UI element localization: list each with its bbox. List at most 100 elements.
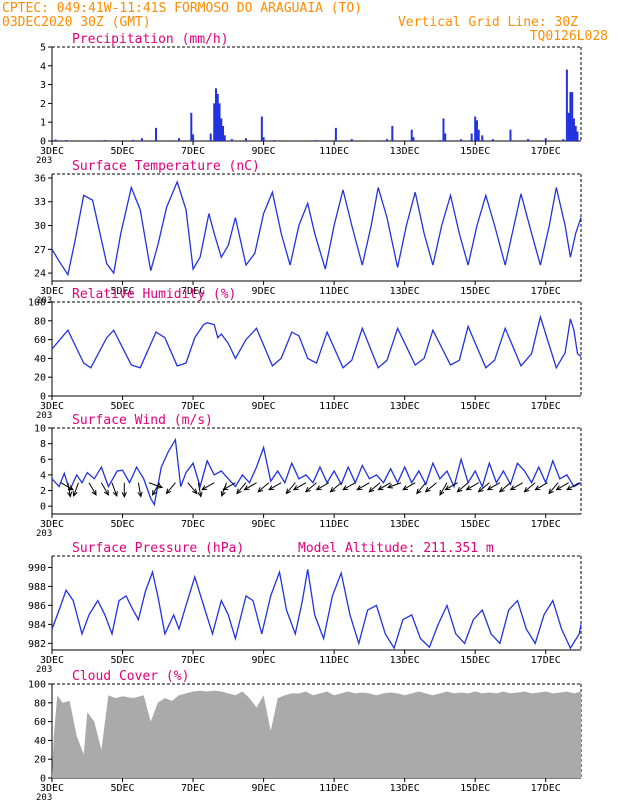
wind-arrow-head bbox=[377, 485, 384, 491]
precip-bar bbox=[216, 94, 219, 141]
precip-bar bbox=[576, 131, 579, 141]
wind-arrow-head bbox=[67, 485, 74, 491]
y-tick-label: 0 bbox=[40, 774, 46, 785]
wind-arrow bbox=[197, 482, 202, 497]
x-tick-label: 5DEC bbox=[110, 519, 134, 530]
wind-arrow-head bbox=[151, 489, 157, 496]
y-tick-label: 33 bbox=[34, 197, 46, 208]
wind-arrow bbox=[305, 482, 317, 493]
precip-bar bbox=[470, 133, 473, 141]
y-tick-label: 1 bbox=[40, 118, 46, 129]
wind-arrow bbox=[387, 482, 402, 488]
wind-arrow-head bbox=[566, 485, 573, 491]
x-tick-label: 9DEC bbox=[252, 519, 276, 530]
precip-bar bbox=[410, 129, 413, 141]
wind-arrow bbox=[510, 482, 524, 491]
wind-arrow bbox=[499, 482, 511, 493]
wind-arrow-head bbox=[548, 488, 554, 495]
precip-bar bbox=[223, 135, 226, 141]
y-tick-label: 990 bbox=[28, 563, 46, 574]
wind-arrow-head bbox=[477, 486, 484, 493]
x-tick-label: 15DEC bbox=[460, 286, 490, 297]
x-tick-label: 11DEC bbox=[319, 286, 349, 297]
x-tick-label: 17DEC bbox=[531, 519, 561, 530]
y-tick-label: 10 bbox=[34, 424, 46, 435]
panel-1: Precipitation (mm/h) 0 1 2 3 4 5 3DEC 5DEC 7DEC 9D… bbox=[36, 32, 582, 166]
precip-bar bbox=[572, 118, 575, 141]
wind-arrow bbox=[368, 482, 381, 493]
header-grid-line: Vertical Grid Line: 30Z bbox=[398, 15, 578, 30]
y-tick-label: 80 bbox=[34, 698, 46, 709]
y-tick-label: 36 bbox=[34, 173, 46, 184]
panels-group: Precipitation (mm/h) 0 1 2 3 4 5 3DEC 5DEC 7DEC 9D… bbox=[28, 32, 582, 800]
precip-bar bbox=[192, 134, 195, 141]
x-tick-label: 13DEC bbox=[390, 401, 420, 412]
wind-arrow bbox=[566, 482, 580, 491]
x-tick-label: 3DEC bbox=[40, 783, 64, 794]
y-tick-label: 0 bbox=[40, 502, 46, 513]
precip-bar bbox=[315, 140, 318, 141]
wind-arrow bbox=[478, 482, 490, 493]
wind-arrow-head bbox=[201, 485, 208, 491]
wind-arrow bbox=[268, 482, 282, 491]
y-tick-label: 984 bbox=[28, 620, 46, 631]
wind-arrow bbox=[257, 482, 270, 493]
wind-arrow-head bbox=[157, 483, 164, 489]
wind-arrow-head bbox=[329, 486, 336, 493]
y-tick-label: 2 bbox=[40, 99, 46, 110]
wind-arrow bbox=[556, 482, 569, 491]
precip-bar bbox=[218, 103, 221, 141]
x-tick-label: 17DEC bbox=[531, 655, 561, 666]
precip-bar bbox=[562, 139, 565, 141]
wind-arrow-head bbox=[285, 488, 292, 495]
x-tick-label: 7DEC bbox=[181, 146, 205, 157]
wind-arrow-head bbox=[304, 486, 311, 493]
x-tick-label: 5DEC bbox=[110, 286, 134, 297]
precip-bar bbox=[571, 92, 574, 141]
precip-bar bbox=[262, 137, 265, 141]
series-line bbox=[51, 569, 582, 650]
y-tick-label: 30 bbox=[34, 221, 46, 232]
y-tick-label: 986 bbox=[28, 601, 46, 612]
x-tick-label: 5DEC bbox=[110, 146, 134, 157]
precip-bar bbox=[177, 138, 180, 141]
precip-bar bbox=[190, 112, 193, 141]
wind-arrow-head bbox=[220, 490, 226, 497]
precip-bar bbox=[334, 127, 337, 141]
wind-arrow bbox=[244, 482, 257, 491]
wind-arrow bbox=[236, 482, 247, 494]
panel-title: Surface Pressure (hPa) bbox=[72, 541, 244, 556]
wind-arrow bbox=[152, 482, 160, 496]
wind-arrow-head bbox=[66, 491, 73, 498]
y-tick-label: 40 bbox=[34, 736, 46, 747]
wind-arrow-head bbox=[439, 489, 445, 496]
wind-arrow-head bbox=[386, 483, 394, 489]
panel-2: Surface Temperature (nC) 24 27 30 33 36 3DEC 5D… bbox=[34, 159, 582, 306]
header-line1: CPTEC: 049:41W-11:41S FORMOSO DO ARAGUAI… bbox=[2, 1, 362, 16]
y-tick-label: 100 bbox=[28, 680, 46, 691]
wind-arrow bbox=[378, 482, 391, 491]
wind-arrow bbox=[548, 482, 559, 494]
panel-title: Surface Wind (m/s) bbox=[72, 413, 213, 428]
panel-title: Cloud Cover (%) bbox=[72, 669, 189, 684]
panel-title: Precipitation (mm/h) bbox=[72, 32, 229, 47]
wind-arrow bbox=[73, 482, 79, 497]
x-tick-label: 5DEC bbox=[110, 783, 134, 794]
precip-bar bbox=[567, 112, 570, 141]
wind-arrow bbox=[100, 482, 109, 496]
x-tick-label: 9DEC bbox=[252, 286, 276, 297]
precip-bar bbox=[230, 139, 233, 141]
x-tick-label: 3DEC bbox=[40, 146, 64, 157]
x-tick-label: 13DEC bbox=[390, 783, 420, 794]
wind-arrow-head bbox=[192, 488, 198, 495]
y-tick-label: 4 bbox=[40, 61, 46, 72]
precip-bar bbox=[213, 103, 216, 141]
y-tick-label: 27 bbox=[34, 245, 46, 256]
wind-arrow bbox=[457, 482, 469, 493]
precip-bar bbox=[214, 88, 217, 141]
wind-arrow bbox=[148, 482, 163, 488]
x-tick-label: 15DEC bbox=[460, 401, 490, 412]
panel-5: Surface Pressure (hPa) Model Altitude: 21… bbox=[28, 541, 582, 675]
wind-arrow-head bbox=[315, 485, 322, 491]
